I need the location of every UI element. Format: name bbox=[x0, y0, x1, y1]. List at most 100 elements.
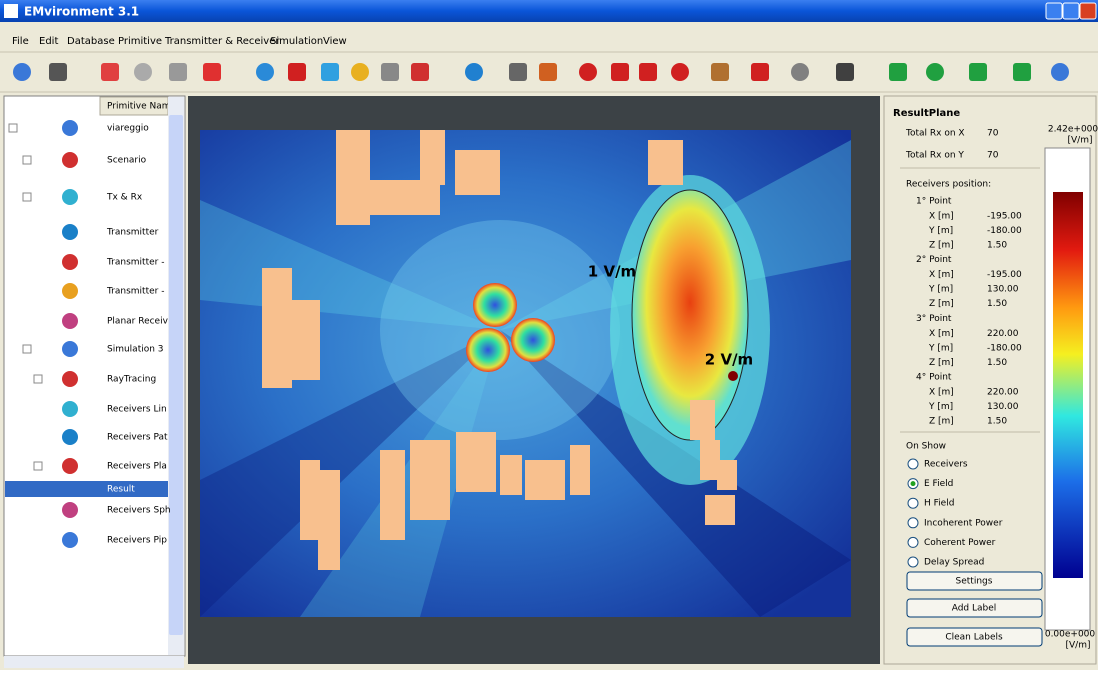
title-bar bbox=[0, 0, 1098, 22]
tree-item[interactable]: Receivers Pat bbox=[107, 433, 168, 443]
expander[interactable] bbox=[22, 155, 32, 165]
coord-label: Z [m] bbox=[929, 358, 954, 368]
expander[interactable] bbox=[33, 374, 43, 384]
menu-item[interactable]: Simulation bbox=[270, 36, 323, 47]
toolbar-button[interactable] bbox=[13, 63, 31, 81]
menu-item[interactable]: Database bbox=[67, 36, 115, 47]
coord-value: -180.00 bbox=[987, 226, 1022, 236]
on-show-title: On Show bbox=[906, 442, 946, 452]
tree-item[interactable]: Transmitter - bbox=[106, 258, 164, 268]
toolbar-button[interactable] bbox=[671, 63, 689, 81]
tree-icon bbox=[62, 502, 78, 518]
toolbar-button[interactable] bbox=[134, 63, 152, 81]
buildings bbox=[262, 130, 737, 570]
toolbar-button[interactable] bbox=[411, 63, 429, 81]
radio[interactable] bbox=[907, 556, 919, 568]
toolbar-button[interactable] bbox=[203, 63, 221, 81]
toolbar-button[interactable] bbox=[969, 63, 987, 81]
tree-item[interactable]: Planar Receiv bbox=[107, 317, 169, 327]
close-button[interactable] bbox=[1079, 2, 1097, 20]
expander[interactable] bbox=[8, 123, 18, 133]
radio-label[interactable]: Coherent Power bbox=[924, 538, 996, 548]
coord-value: 1.50 bbox=[987, 358, 1007, 368]
toolbar-button[interactable] bbox=[751, 63, 769, 81]
hot-spot bbox=[728, 371, 738, 381]
toolbar-button[interactable] bbox=[926, 63, 944, 81]
positions-title: Receivers position: bbox=[906, 180, 991, 190]
radio-label[interactable]: Delay Spread bbox=[924, 558, 984, 568]
button-label[interactable]: Add Label bbox=[952, 604, 997, 614]
annotation: 1 V/m bbox=[588, 263, 636, 281]
toolbar-button[interactable] bbox=[288, 63, 306, 81]
tree-item[interactable]: Receivers Pip bbox=[107, 536, 167, 546]
menu-item[interactable]: Transmitter & Receiver bbox=[164, 36, 280, 47]
radio[interactable] bbox=[907, 536, 919, 548]
expander[interactable] bbox=[22, 344, 32, 354]
tree-item[interactable]: Result bbox=[107, 485, 135, 495]
tree: viareggio Scenario Tx & Rx Transmitter Trans… bbox=[5, 120, 171, 548]
minimize-button[interactable] bbox=[1045, 2, 1063, 20]
toolbar-button[interactable] bbox=[101, 63, 119, 81]
tree-item[interactable]: Receivers Pla bbox=[107, 462, 167, 472]
tree-icon bbox=[62, 401, 78, 417]
tree-item[interactable]: Transmitter - bbox=[106, 287, 164, 297]
menu-bar: File Edit Database Primitive Transmitter & R… bbox=[12, 36, 347, 47]
radio-dot bbox=[910, 481, 916, 487]
tree-item[interactable]: Receivers Lin bbox=[107, 405, 167, 415]
toolbar-button[interactable] bbox=[611, 63, 629, 81]
toolbar-button[interactable] bbox=[465, 63, 483, 81]
button-label[interactable]: Clean Labels bbox=[945, 633, 1003, 643]
toolbar-button[interactable] bbox=[791, 63, 809, 81]
radio-label[interactable]: E Field bbox=[924, 479, 953, 489]
menu-item[interactable]: Edit bbox=[39, 36, 58, 47]
maximize-button[interactable] bbox=[1062, 2, 1080, 20]
radio-label[interactable]: Receivers bbox=[924, 460, 968, 470]
toolbar-button[interactable] bbox=[579, 63, 597, 81]
radio[interactable] bbox=[907, 517, 919, 529]
toolbar-button[interactable] bbox=[49, 63, 67, 81]
tree-item[interactable]: Tx & Rx bbox=[106, 193, 143, 203]
radio-label[interactable]: Incoherent Power bbox=[924, 518, 1003, 528]
toolbar-button[interactable] bbox=[169, 63, 187, 81]
toolbar-button[interactable] bbox=[889, 63, 907, 81]
toolbar-button[interactable] bbox=[1051, 63, 1069, 81]
colorbar-max: 2.42e+000 bbox=[1048, 125, 1098, 135]
toolbar-button[interactable] bbox=[509, 63, 527, 81]
button[interactable] bbox=[906, 598, 1043, 618]
expander[interactable] bbox=[22, 192, 32, 202]
selected-row bbox=[5, 481, 168, 497]
radio[interactable] bbox=[907, 458, 919, 470]
menu-item[interactable]: Primitive bbox=[118, 36, 162, 47]
toolbar-button[interactable] bbox=[836, 63, 854, 81]
panel-content: Total Rx on X 70 Total Rx on Y 70 Receivers … bbox=[900, 129, 1043, 647]
tree-icon bbox=[62, 341, 78, 357]
total-label: Total Rx on X bbox=[905, 129, 965, 139]
point-name: 1° Point bbox=[916, 197, 952, 207]
toolbar-button[interactable] bbox=[351, 63, 369, 81]
toolbar-button[interactable] bbox=[539, 63, 557, 81]
scroll-thumb[interactable] bbox=[169, 115, 183, 635]
tree-icon bbox=[62, 532, 78, 548]
tree-item[interactable]: RayTracing bbox=[107, 375, 156, 385]
toolbar-button[interactable] bbox=[639, 63, 657, 81]
menu-item[interactable]: File bbox=[12, 36, 29, 47]
radio-label[interactable]: H Field bbox=[924, 499, 954, 509]
toolbar-button[interactable] bbox=[711, 63, 729, 81]
button[interactable] bbox=[906, 627, 1043, 647]
toolbar-button[interactable] bbox=[381, 63, 399, 81]
tree-item[interactable]: Scenario bbox=[107, 156, 147, 166]
expander[interactable] bbox=[33, 461, 43, 471]
tree-item[interactable]: viareggio bbox=[107, 124, 149, 134]
toolbar-button[interactable] bbox=[256, 63, 274, 81]
h-scrollbar[interactable] bbox=[4, 656, 184, 668]
radio[interactable] bbox=[907, 497, 919, 509]
menu-item[interactable]: View bbox=[323, 36, 347, 47]
tree-item[interactable]: Receivers Sph bbox=[107, 506, 171, 516]
button-label[interactable]: Settings bbox=[956, 577, 993, 587]
button[interactable] bbox=[906, 571, 1043, 591]
toolbar-button[interactable] bbox=[1013, 63, 1031, 81]
toolbar-button[interactable] bbox=[321, 63, 339, 81]
tree-panel bbox=[3, 95, 186, 657]
tree-item[interactable]: Simulation 3 bbox=[107, 345, 164, 355]
tree-item[interactable]: Transmitter bbox=[106, 228, 159, 238]
